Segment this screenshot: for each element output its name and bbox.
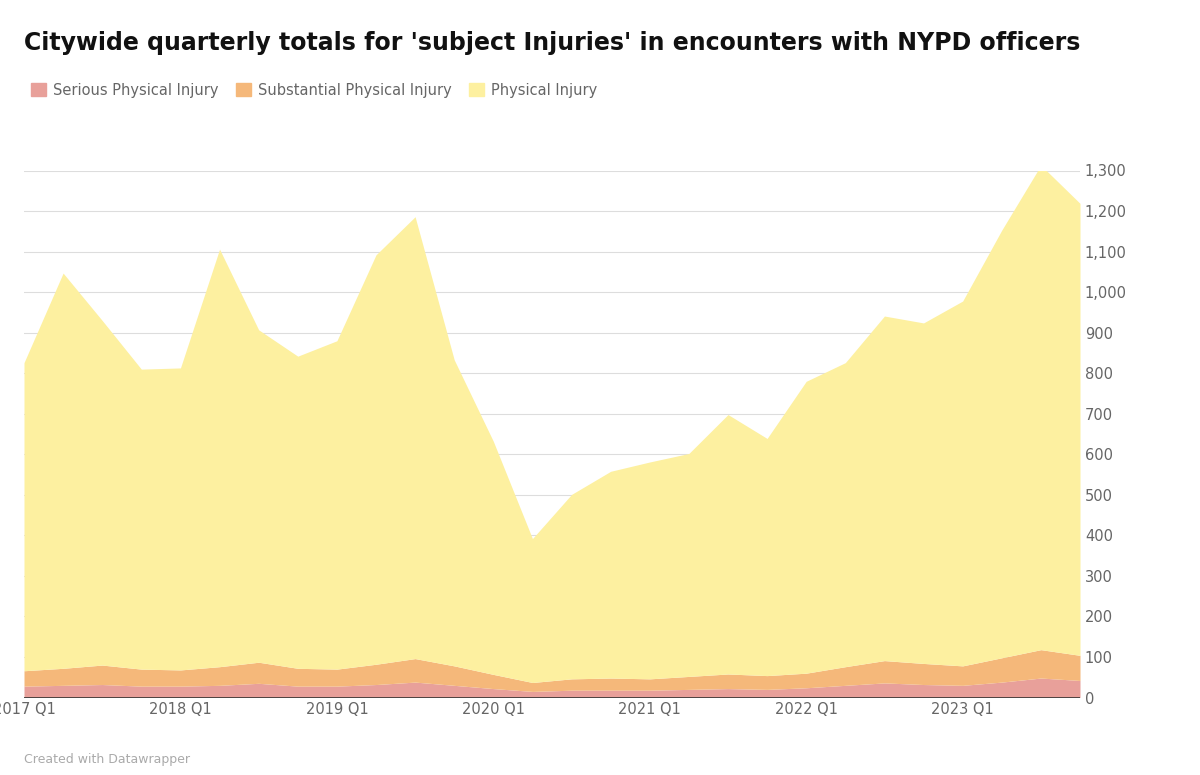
Text: Created with Datawrapper: Created with Datawrapper [24, 753, 190, 766]
Legend: Serious Physical Injury, Substantial Physical Injury, Physical Injury: Serious Physical Injury, Substantial Phy… [31, 83, 598, 98]
Text: Citywide quarterly totals for 'subject Injuries' in encounters with NYPD officer: Citywide quarterly totals for 'subject I… [24, 31, 1080, 55]
